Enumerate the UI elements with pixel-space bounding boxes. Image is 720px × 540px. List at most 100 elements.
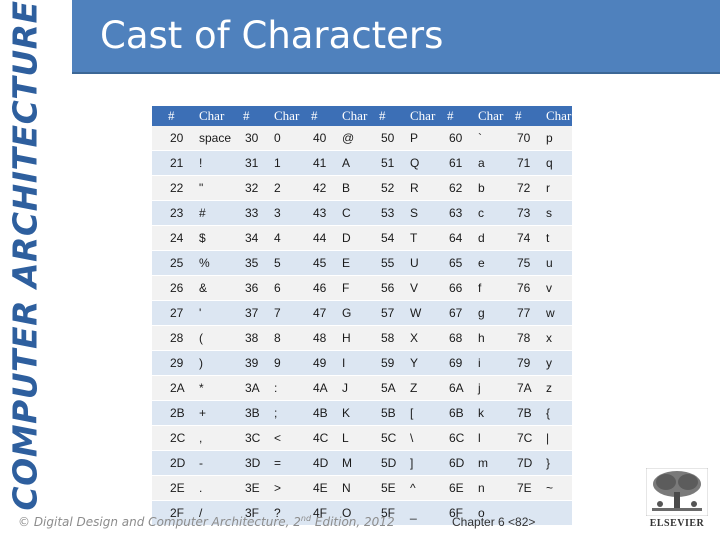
hex-cell: 6B	[431, 400, 464, 426]
hex-cell: 5C	[363, 425, 396, 451]
hex-cell: 35	[227, 250, 258, 276]
table-row: 2B +3B; 4B K 5B[6B k 7B{	[152, 400, 572, 426]
hex-cell: 34	[227, 225, 258, 251]
table-row: 2F/3F? 4F O 5F _ 6F o	[152, 500, 572, 526]
hex-cell: 33	[227, 200, 258, 226]
hex-cell: 70	[499, 126, 530, 151]
char-cell: Q	[394, 150, 431, 176]
hex-cell: 4A	[295, 375, 328, 401]
char-cell: 2	[258, 175, 295, 201]
hex-cell: 2A	[152, 375, 185, 401]
table-row: 24 $34 4 44 D 54 T 64 d 74 t	[152, 225, 572, 251]
char-cell: U	[394, 250, 431, 276]
char-cell: %	[183, 250, 227, 276]
char-cell: 1	[258, 150, 295, 176]
header-char: Char	[183, 106, 227, 126]
char-cell: {	[530, 400, 572, 426]
hex-cell: 75	[499, 250, 530, 276]
char-cell: }	[530, 450, 572, 476]
header-char: Char	[394, 106, 435, 126]
char-cell: T	[394, 225, 431, 251]
ascii-table: # Char # Char # Char # Char # Char # Char 20 space 30…	[152, 106, 572, 526]
hex-cell: 71	[499, 150, 530, 176]
char-cell: S	[394, 200, 431, 226]
char-cell: space	[183, 126, 231, 151]
header-char: Char	[326, 106, 367, 126]
char-cell: Y	[394, 350, 431, 376]
tree-icon	[645, 467, 709, 517]
hex-cell: 59	[363, 350, 394, 376]
header-char: Char	[258, 106, 299, 126]
char-cell: 5	[258, 250, 295, 276]
char-cell: ?	[258, 500, 295, 526]
copyright-footer: © Digital Design and Computer Architectu…	[18, 514, 395, 529]
hex-cell: 6E	[431, 475, 464, 501]
hex-cell: 45	[295, 250, 326, 276]
hex-cell: 3C	[227, 425, 260, 451]
char-cell: B	[326, 175, 363, 201]
char-cell: K	[326, 400, 363, 426]
char-cell: i	[462, 350, 499, 376]
char-cell: y	[530, 350, 572, 376]
char-cell: j	[462, 375, 499, 401]
char-cell: 4	[258, 225, 295, 251]
char-cell: $	[183, 225, 227, 251]
char-cell: u	[530, 250, 572, 276]
char-cell: I	[326, 350, 363, 376]
hex-cell: 5E	[363, 475, 396, 501]
char-cell: =	[258, 450, 295, 476]
table-row: 2C, 3C <4C L 5C \ 6C l 7C |	[152, 425, 572, 451]
table-row: 22 " 32 2 42 B 52 R 62 b 72 r	[152, 175, 572, 201]
side-banner-text: COMPUTER ARCHITECTURE	[5, 0, 45, 511]
side-banner: COMPUTER ARCHITECTURE	[0, 0, 50, 510]
char-cell: k	[462, 400, 499, 426]
hex-cell	[499, 500, 530, 526]
char-cell: p	[530, 126, 572, 151]
hex-cell: 55	[363, 250, 394, 276]
elsevier-logo: ELSEVIER	[645, 467, 709, 532]
hex-cell: 2F	[152, 500, 184, 526]
hex-cell: 57	[363, 300, 394, 326]
char-cell: [	[394, 400, 431, 426]
table-row: 29) 39 9 49 I 59 Y 69 i 79 y	[152, 350, 572, 376]
char-cell: M	[326, 450, 363, 476]
char-cell: q	[530, 150, 572, 176]
char-cell: '	[183, 300, 227, 326]
hex-cell: 69	[431, 350, 462, 376]
header-char: Char	[462, 106, 503, 126]
hex-cell: 68	[431, 325, 462, 351]
char-cell: +	[183, 400, 227, 426]
hex-cell: 6D	[431, 450, 464, 476]
char-cell: x	[530, 325, 572, 351]
copyright-text: © Digital Design and Computer Architectu…	[18, 515, 301, 529]
hex-cell: 36	[227, 275, 258, 301]
char-cell: E	[326, 250, 363, 276]
char-cell: G	[326, 300, 363, 326]
char-cell: 9	[258, 350, 295, 376]
char-cell: s	[530, 200, 572, 226]
hex-cell: 4D	[295, 450, 328, 476]
char-cell: (	[183, 325, 227, 351]
char-cell: m	[462, 450, 499, 476]
char-cell: ,	[183, 425, 227, 451]
char-cell: t	[530, 225, 572, 251]
char-cell: o	[462, 500, 499, 526]
char-cell: h	[462, 325, 499, 351]
hex-cell: 77	[499, 300, 530, 326]
hex-cell: 58	[363, 325, 394, 351]
char-cell: z	[530, 375, 572, 401]
char-cell: N	[326, 475, 363, 501]
char-cell: ^	[394, 475, 431, 501]
char-cell: 0	[258, 126, 295, 151]
header-hex: #	[152, 106, 183, 126]
table-row: 27 ' 37 7 47 G 57 W 67 g 77 w	[152, 300, 572, 326]
char-cell: b	[462, 175, 499, 201]
hex-cell: 20	[152, 126, 183, 151]
char-cell: ]	[394, 450, 431, 476]
char-cell: a	[462, 150, 499, 176]
hex-cell: 6F	[431, 500, 463, 526]
table-row: 28(38 8 48 H 58 X 68 h 78 x	[152, 325, 572, 351]
char-cell: @	[326, 126, 363, 151]
char-cell: F	[326, 275, 363, 301]
hex-cell: 28	[152, 325, 183, 351]
